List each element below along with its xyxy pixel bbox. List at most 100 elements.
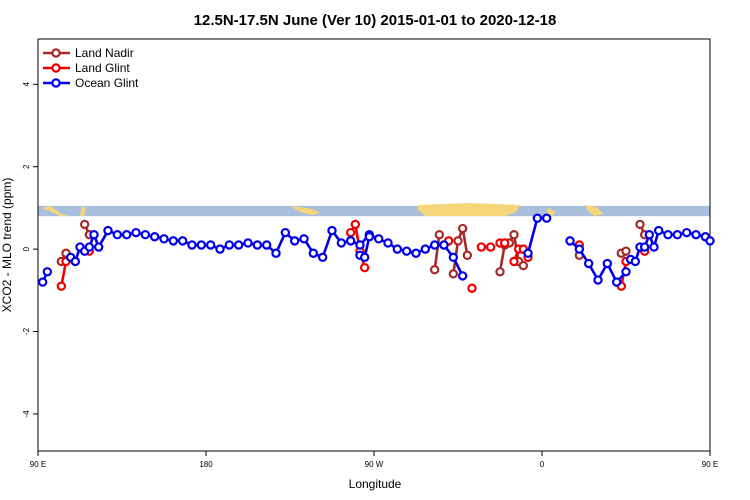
land-nadir-point	[448, 269, 459, 279]
land-nadir-point	[453, 236, 463, 246]
land-glint-point	[467, 283, 477, 293]
y-tick-label: -2	[22, 327, 31, 335]
ocean-glint-point	[621, 267, 631, 277]
ocean-glint-point	[532, 213, 543, 223]
ocean-glint-point	[280, 227, 291, 238]
ocean-glint-point	[308, 248, 319, 258]
ocean-glint-point	[401, 246, 412, 256]
ocean-glint-point	[705, 236, 715, 246]
x-tick-label: 90 E	[30, 460, 46, 469]
land-nadir-point	[621, 246, 631, 256]
ocean-glint-point	[252, 240, 263, 250]
land-nadir-point	[462, 250, 473, 260]
ocean-glint-point	[429, 240, 440, 250]
ocean-glint-point	[373, 234, 384, 244]
legend-item-ocean-glint: Ocean Glint	[43, 76, 139, 90]
ocean-glint-point	[345, 236, 356, 246]
land-shape	[42, 206, 68, 216]
ocean-glint-point	[457, 271, 468, 281]
ocean-glint-point	[653, 225, 664, 236]
ocean-glint-point	[177, 236, 188, 246]
ocean-glint-point	[224, 240, 235, 250]
ocean-glint-point	[205, 240, 216, 250]
legend-item-land-glint: Land Glint	[43, 61, 130, 75]
legend-marker	[51, 63, 61, 73]
land-glint-point	[509, 256, 519, 267]
land-shape	[418, 203, 520, 216]
legend-label: Land Nadir	[75, 46, 134, 60]
ocean-glint-point	[541, 213, 552, 223]
ocean-glint-point	[565, 236, 575, 246]
y-tick-label: 0	[22, 246, 31, 251]
legend-item-land-nadir: Land Nadir	[43, 46, 134, 60]
series-layer	[37, 213, 715, 293]
x-axis: 90 E 180 90 W 0 90 E	[30, 451, 718, 469]
ocean-glint-point	[187, 240, 197, 250]
ocean-glint-point	[593, 275, 603, 285]
ocean-glint-point	[112, 229, 123, 240]
ocean-glint-point	[392, 244, 403, 254]
land-nadir-point	[457, 223, 468, 234]
ocean-glint-point	[359, 252, 370, 263]
ocean-glint-point	[159, 234, 169, 244]
ocean-glint-point	[691, 229, 701, 240]
ocean-glint-point	[93, 242, 104, 252]
ocean-glint-point	[131, 227, 141, 238]
legend-marker	[51, 78, 61, 88]
land-ocean-band	[38, 203, 710, 217]
ocean-glint-point	[439, 240, 449, 250]
land-nadir-point	[509, 229, 519, 240]
plot-frame	[37, 38, 711, 452]
ocean-glint-point	[289, 236, 300, 246]
ocean-glint-point	[196, 240, 207, 250]
ocean-glint-point	[70, 256, 81, 267]
ocean-glint-point	[243, 238, 253, 248]
ocean-strip	[38, 205, 710, 217]
ocean-glint-point	[168, 236, 179, 246]
ocean-glint-point	[644, 229, 655, 240]
land-glint-point	[499, 238, 510, 248]
land-nadir-line	[433, 234, 441, 270]
land-nadir-point	[434, 229, 445, 240]
ocean-glint-point	[233, 240, 244, 250]
x-tick-label: 90 W	[365, 460, 384, 469]
ocean-glint-point	[327, 225, 337, 236]
legend-marker	[51, 48, 61, 58]
ocean-glint-point	[639, 242, 650, 252]
ocean-glint-point	[672, 229, 683, 240]
ocean-glint-line	[69, 227, 464, 277]
x-axis-label: Longitude	[349, 477, 402, 491]
y-axis-label: XCO2 - MLO trend (ppm)	[0, 178, 14, 313]
x-tick-label: 180	[199, 460, 213, 469]
ocean-glint-point	[42, 267, 53, 277]
ocean-glint-point	[37, 277, 48, 287]
land-glint-point	[350, 219, 361, 230]
ocean-glint-point	[355, 240, 365, 250]
land-glint-point	[359, 262, 370, 273]
ocean-glint-point	[583, 258, 594, 269]
ocean-glint-point	[649, 242, 659, 252]
ocean-glint-point	[411, 248, 421, 258]
land-glint-point	[476, 242, 487, 252]
ocean-glint-point	[364, 232, 375, 242]
ocean-glint-point	[299, 234, 309, 244]
land-glint-point	[485, 242, 496, 252]
ocean-glint-point	[103, 225, 113, 236]
land-nadir-point	[518, 260, 529, 271]
ocean-glint-point	[448, 252, 459, 263]
ocean-glint-line	[526, 216, 547, 254]
ocean-glint-point	[574, 244, 585, 254]
legend-label: Land Glint	[75, 61, 130, 75]
ocean-glint-point	[420, 244, 431, 254]
land-shape	[80, 206, 86, 216]
ocean-glint-point	[89, 229, 99, 240]
y-tick-label: 4	[22, 82, 31, 87]
ocean-glint-point	[523, 248, 533, 258]
ocean-glint-point	[271, 248, 281, 258]
land-nadir-point	[429, 265, 440, 275]
land-nadir-point	[79, 219, 90, 230]
ocean-glint-point	[261, 240, 272, 250]
land-glint-point	[56, 281, 67, 291]
